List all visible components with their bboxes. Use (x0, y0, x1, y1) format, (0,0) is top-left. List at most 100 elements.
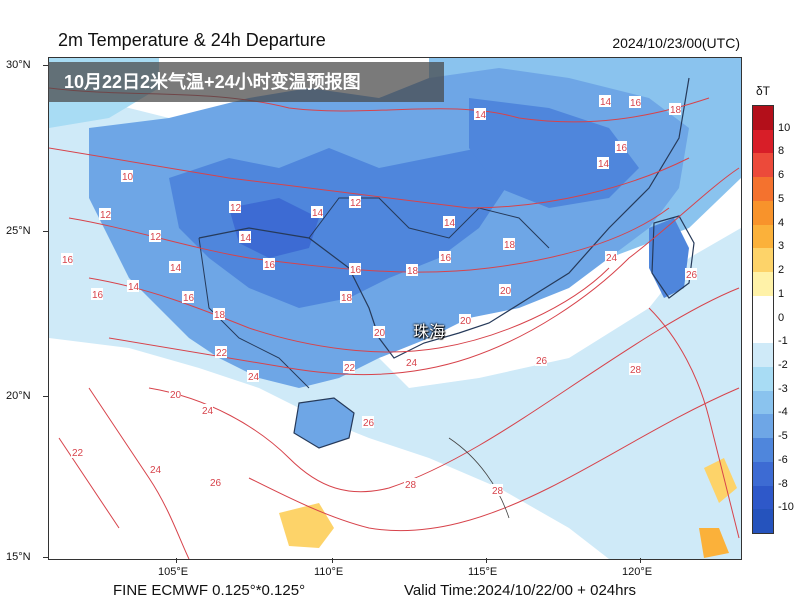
colorbar-level: -4 (778, 406, 788, 419)
warm-patch-1 (279, 503, 334, 548)
colorbar-segment (753, 200, 773, 226)
contour-label: 14 (128, 282, 140, 293)
contour-label: 28 (405, 480, 417, 491)
lon-tick (176, 558, 177, 563)
colorbar-segment (753, 106, 773, 131)
city-label-zhuhai: 珠海 (413, 324, 446, 341)
contour-label: 24 (406, 358, 418, 369)
colorbar-segment (753, 414, 773, 439)
contour-label: 26 (536, 356, 548, 367)
contour-label: 22 (344, 363, 356, 374)
lat-label-30: 30°N (6, 59, 31, 71)
cold-core (169, 148, 519, 308)
contour-label: 24 (150, 465, 162, 476)
contour-label: 14 (475, 110, 487, 121)
contour-label: 12 (100, 210, 112, 221)
colorbar-level: -6 (778, 453, 788, 466)
taiwan-cool (649, 218, 689, 298)
colorbar-segment (753, 485, 773, 510)
colorbar-segment (753, 319, 773, 344)
contour-label: 16 (350, 265, 362, 276)
colorbar-level: 6 (778, 169, 785, 182)
colorbar-segment (753, 295, 773, 320)
contour-label: 18 (504, 240, 516, 251)
colorbar-segment (753, 366, 773, 392)
taiwan-island (651, 215, 695, 299)
lat-tick (43, 231, 48, 232)
contour-label: 28 (630, 365, 642, 376)
lon-tick (332, 558, 333, 563)
colorbar-level: -10 (778, 501, 794, 514)
contour-label: 18 (214, 310, 226, 321)
cold-center (229, 198, 319, 258)
contour-label: 20 (374, 328, 386, 339)
dashed-line (448, 437, 510, 519)
contour-label: 18 (670, 105, 682, 116)
lat-tick (43, 65, 48, 66)
lat-tick (43, 557, 48, 558)
warm-patch-2 (704, 458, 737, 503)
colorbar-segment (753, 129, 773, 154)
contour-label: 14 (312, 208, 324, 219)
contour-label: 20 (170, 390, 182, 401)
contour-line (108, 167, 740, 376)
contour-label: 14 (170, 263, 182, 274)
colorbar-level: -2 (778, 358, 788, 371)
lon-tick (486, 558, 487, 563)
contour-label: 26 (210, 478, 222, 489)
contour-label: 14 (598, 159, 610, 170)
border-2 (308, 197, 550, 249)
contour-label: 16 (630, 98, 642, 109)
colorbar-segment (753, 509, 773, 534)
contour-label: 14 (444, 218, 456, 229)
contour-labels: 10 12 12 12 12 14 14 14 14 14 14 14 14 1… (61, 95, 698, 497)
colorbar-segment (753, 272, 773, 297)
contour-label: 16 (92, 290, 104, 301)
contour-line (49, 147, 690, 209)
colorbar-level: 4 (778, 216, 785, 229)
contour-line (68, 207, 670, 273)
contour-line (88, 387, 190, 559)
contour-label: 10 (122, 172, 134, 183)
contour-label: 14 (240, 233, 252, 244)
lon-label-120: 120°E (622, 566, 653, 578)
contour-line (58, 437, 120, 529)
colorbar-segment (753, 461, 773, 487)
colorbar-level: 1 (778, 287, 785, 300)
colorbar-segment (753, 390, 773, 415)
contour-label: 16 (616, 143, 628, 154)
contour-label: 14 (600, 97, 612, 108)
colorbar-segment (753, 153, 773, 178)
contour-label: 16 (183, 293, 195, 304)
contour-label: 28 (492, 486, 504, 497)
colorbar-title: δT (756, 84, 771, 98)
valid-time-bottom: Valid Time:2024/10/22/00 + 024hrs (404, 582, 636, 599)
colorbar-level: 0 (778, 311, 785, 324)
contour-label: 12 (350, 198, 362, 209)
contour-label: 24 (248, 372, 260, 383)
colorbar-segment (753, 438, 773, 463)
cold-east (469, 98, 639, 208)
warm-patch-3 (699, 528, 729, 558)
contour-line (88, 267, 610, 353)
contour-label: 12 (230, 203, 242, 214)
colorbar-level: -8 (778, 477, 788, 490)
contour-label: 22 (216, 348, 228, 359)
overlay-title: 10月22日2米气温+24小时变温预报图 (48, 62, 444, 102)
contour-label: 22 (72, 448, 84, 459)
colorbar-level: 10 (778, 121, 791, 134)
colorbar-level: 5 (778, 192, 785, 205)
lat-label-20: 20°N (6, 390, 31, 402)
lat-label-15: 15°N (6, 551, 31, 563)
coastline (198, 77, 690, 359)
lon-label-115: 115°E (468, 566, 498, 578)
model-info: FINE ECMWF 0.125°*0.125° (113, 582, 306, 599)
colorbar-segment (753, 224, 773, 249)
colorbar-segment (753, 177, 773, 202)
map-panel: 10 12 12 12 12 14 14 14 14 14 14 14 14 1… (48, 57, 742, 560)
hainan-island (293, 397, 355, 449)
contour-label: 12 (150, 232, 162, 243)
contour-label: 20 (500, 286, 512, 297)
contour-label: 26 (363, 418, 375, 429)
lon-label-105: 105°E (158, 566, 189, 578)
